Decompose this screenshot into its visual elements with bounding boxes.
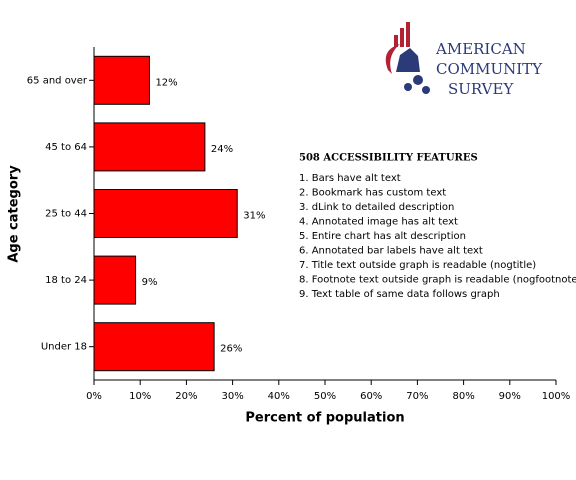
bar [93,189,238,238]
x-tick-label: 30% [221,391,243,402]
x-tick-label: 100% [542,391,571,402]
logo-text: AMERICAN [435,40,526,58]
value-label: 31% [243,211,265,222]
x-tick-label: 80% [452,391,474,402]
logo-star [404,83,412,91]
y-axis-label: Age category [7,165,22,263]
y-tick-label: 45 to 64 [45,142,87,153]
x-tick-label: 60% [360,391,382,402]
x-tick-label: 0% [86,391,102,402]
x-tick-label: 20% [175,391,197,402]
annotation-item: 8. Footnote text outside graph is readab… [299,275,576,286]
y-tick-label: Under 18 [41,342,87,353]
annotation-item: 9. Text table of same data follows graph [299,289,500,300]
logo-bar [406,22,410,47]
bar [93,322,215,372]
bar [93,122,206,172]
value-label: 26% [220,344,242,355]
x-tick-label: 40% [268,391,290,402]
x-tick-label: 50% [314,391,336,402]
annotation-item: 6. Annotated bar labels have alt text [299,246,483,257]
annotation-title: 508 ACCESSIBILITY FEATURES [299,153,478,164]
value-label: 9% [142,277,158,288]
y-tick-label: 25 to 44 [45,209,87,220]
logo-mark [385,22,430,94]
annotation-item: 5. Entire chart has alt description [299,231,466,242]
logo-star [413,75,423,85]
bar [93,255,137,305]
y-tick-label: 65 and over [27,75,88,86]
value-label: 24% [211,144,233,155]
x-axis-label: Percent of population [245,411,404,426]
logo-house [396,48,420,72]
x-tick-label: 70% [406,391,428,402]
annotation-item: 4. Annotated image has alt text [299,217,458,228]
logo-star [422,86,430,94]
logo-swoosh [385,44,400,74]
value-label: 12% [155,77,177,88]
logo-bar [400,28,404,47]
bar [93,55,150,105]
x-tick-label: 10% [129,391,151,402]
x-tick-label: 90% [499,391,521,402]
annotation-item: 7. Title text outside graph is readable … [299,260,536,271]
annotation-item: 1. Bars have alt text [299,173,401,184]
logo-text: SURVEY [448,80,514,98]
annotation-item: 2. Bookmark has custom text [299,188,446,199]
logo-bar [394,35,398,47]
annotation-item: 3. dLink to detailed description [299,202,454,213]
logo-text: COMMUNITY [436,60,543,78]
y-tick-label: 18 to 24 [45,275,87,286]
